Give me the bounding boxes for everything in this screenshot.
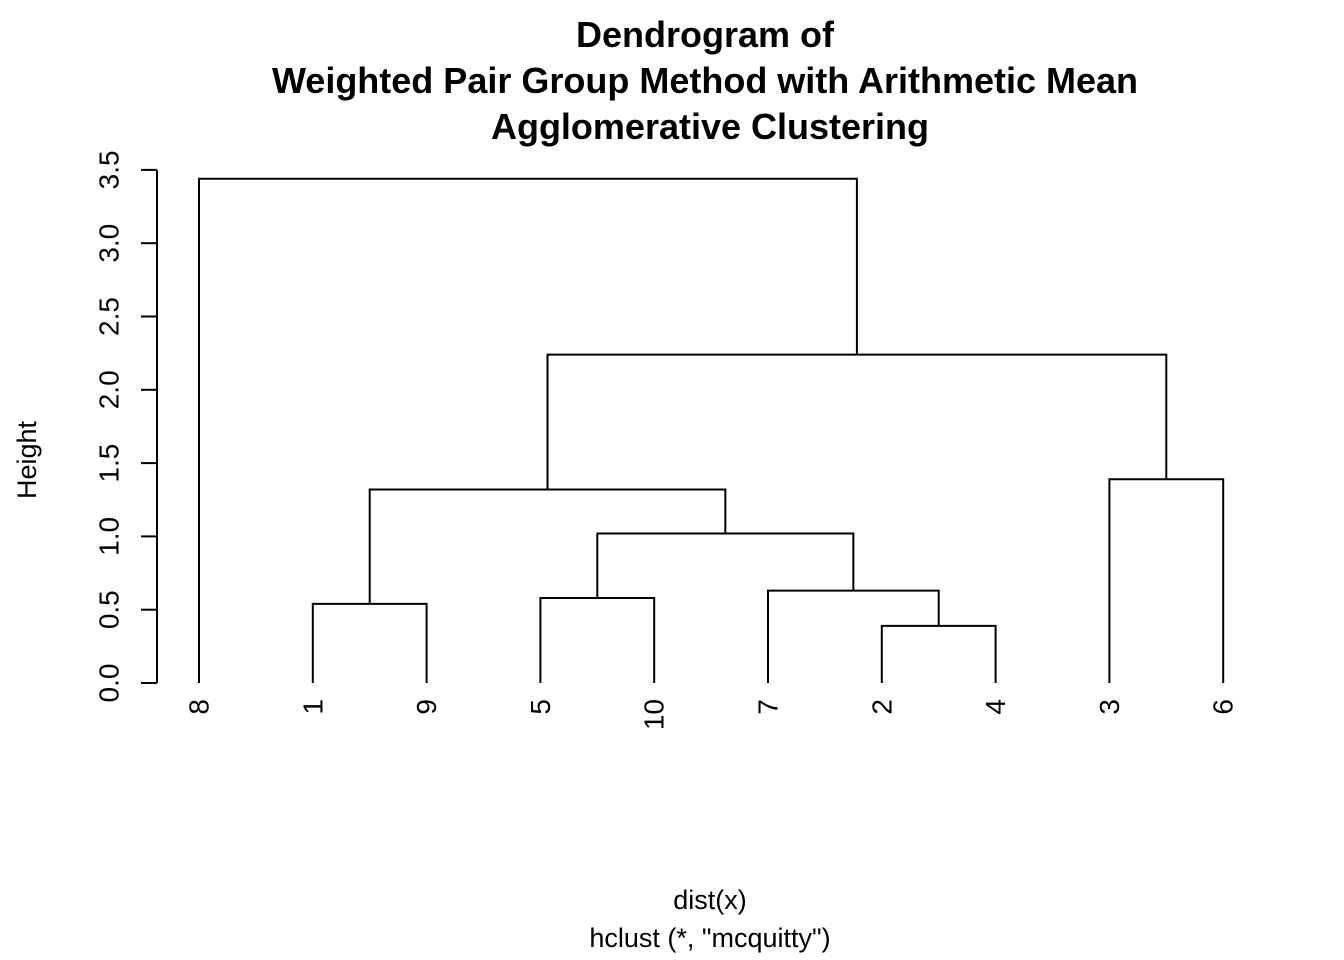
chart-subtitle: hclust (*, "mcquitty")	[589, 923, 830, 953]
dendrogram-branch	[880, 624, 997, 683]
leaf-labels: 8 1 9 5 10 7 2 4 3 6	[184, 699, 1239, 730]
title-line-3: Agglomerative Clustering	[491, 106, 929, 147]
leaf-label: 6	[1208, 699, 1239, 715]
leaf-label: 10	[639, 699, 670, 730]
leaf-label: 1	[297, 699, 328, 715]
y-tick-label: 0.5	[94, 590, 125, 629]
y-tick-label: 2.0	[94, 370, 125, 409]
title-line-1: Dendrogram of	[576, 14, 835, 55]
leaf-label: 4	[980, 699, 1011, 715]
dendrogram-branch	[311, 602, 428, 683]
dendrogram-branch	[546, 353, 1168, 490]
y-tick-label: 1.0	[94, 517, 125, 556]
dendrogram-branch	[368, 488, 727, 604]
dendrogram-branch	[1108, 478, 1225, 683]
y-tick-label: 1.5	[94, 444, 125, 483]
y-axis-label: Height	[12, 420, 42, 499]
dendrogram-branch	[198, 177, 858, 683]
leaf-label: 5	[525, 699, 556, 715]
y-axis: 0.0 0.5 1.0 1.5 2.0 2.5 3.0 3.5	[94, 150, 158, 702]
dendrogram-branch	[596, 532, 855, 598]
y-tick-label: 0.0	[94, 664, 125, 703]
leaf-label: 7	[753, 699, 784, 715]
title-line-2: Weighted Pair Group Method with Arithmet…	[272, 60, 1138, 101]
y-tick-label: 3.0	[94, 224, 125, 263]
leaf-label: 9	[411, 699, 442, 715]
leaf-label: 2	[866, 699, 897, 715]
leaf-label: 3	[1094, 699, 1125, 715]
leaf-label: 8	[184, 699, 215, 715]
dendrogram-branch	[767, 589, 940, 683]
chart-title: Dendrogram of Weighted Pair Group Method…	[272, 14, 1138, 147]
dendrogram-branches	[198, 177, 1225, 683]
dendrogram-branch	[539, 596, 656, 683]
x-axis-label: dist(x)	[673, 885, 747, 915]
y-tick-label: 3.5	[94, 150, 125, 189]
y-tick-label: 2.5	[94, 297, 125, 336]
